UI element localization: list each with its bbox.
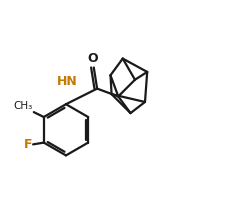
Text: F: F: [23, 138, 32, 151]
Text: O: O: [87, 52, 98, 65]
Text: CH₃: CH₃: [14, 101, 33, 112]
Text: HN: HN: [57, 75, 78, 88]
